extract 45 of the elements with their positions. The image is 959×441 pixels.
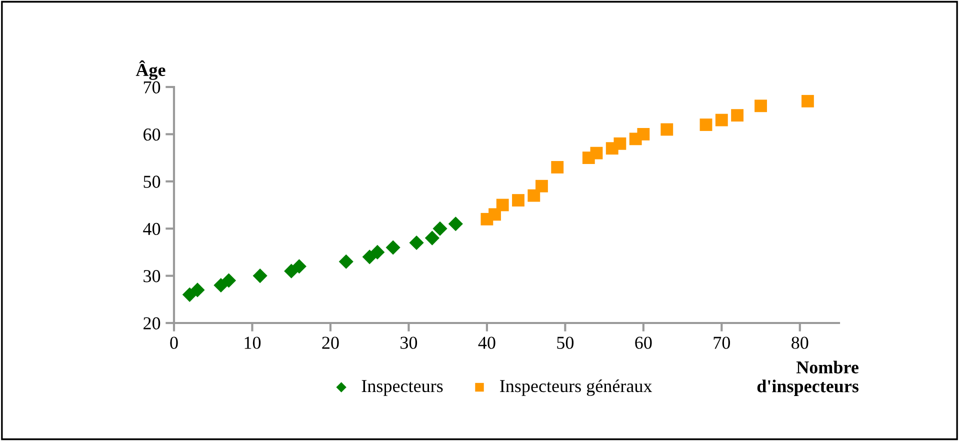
x-tick-label: 70	[714, 336, 730, 349]
point	[535, 180, 548, 192]
point	[252, 268, 268, 284]
y-tick-label: 40	[143, 222, 160, 236]
point	[700, 118, 712, 131]
x-axis-title: Nombre d'inspecteurs	[757, 360, 859, 396]
point	[660, 123, 674, 136]
y-tick-label: 50	[144, 176, 160, 188]
y-tick-label: 20	[144, 317, 160, 330]
point	[292, 259, 306, 274]
x-tick-label: 80	[792, 336, 808, 349]
point	[432, 221, 448, 236]
point	[488, 208, 501, 221]
legend-label: Inspecteurs	[362, 380, 443, 396]
point	[590, 146, 603, 160]
point	[731, 109, 744, 122]
y-tick-label: 60	[144, 128, 160, 141]
point	[448, 216, 463, 232]
point	[424, 230, 440, 246]
legend-label: Inspecteurs généraux	[500, 379, 652, 396]
point	[754, 100, 767, 112]
y-tick-label: 70	[144, 81, 160, 94]
x-tick-label: 50	[557, 336, 574, 349]
point	[338, 254, 354, 269]
x-tick-label: 40	[478, 336, 496, 349]
point	[801, 94, 814, 108]
y-axis-title: Âge	[136, 60, 166, 80]
point	[512, 194, 524, 206]
point	[386, 240, 400, 255]
point	[409, 235, 424, 250]
point	[190, 282, 205, 298]
x-tick-label: 60	[635, 336, 652, 349]
point	[370, 244, 385, 260]
x-tick-label: 10	[244, 336, 261, 349]
point	[637, 128, 650, 140]
point	[221, 273, 236, 288]
point	[614, 137, 626, 150]
point	[528, 189, 540, 202]
y-tick-label: 30	[144, 270, 160, 282]
point	[715, 114, 728, 126]
x-tick-label: 20	[322, 336, 339, 349]
point	[551, 161, 564, 174]
x-tick-label: 0	[170, 336, 178, 349]
x-tick-label: 30	[400, 336, 418, 349]
point	[496, 198, 509, 212]
